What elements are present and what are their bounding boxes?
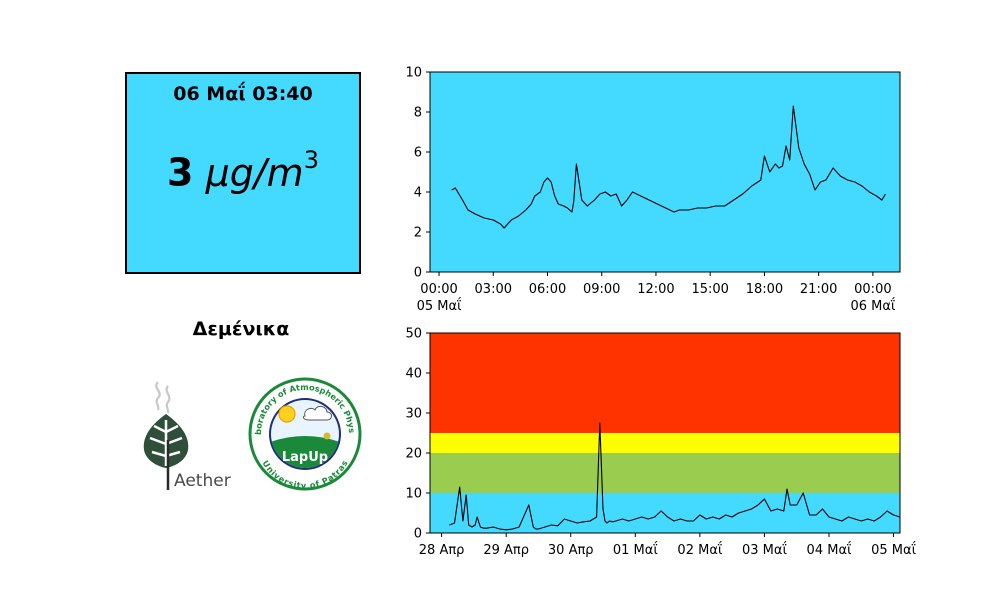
band-2 [430, 433, 900, 453]
x-tick-label-5: 15:00 [691, 282, 728, 297]
y-tick-label-4: 8 [414, 106, 422, 121]
x-tick-label-3: 01 Μαΐ [613, 542, 658, 558]
x-tick-sublabel-8: 06 Μαΐ [850, 298, 895, 314]
x-tick-label-4: 12:00 [637, 282, 674, 297]
aether-logo: Aether [143, 381, 231, 490]
x-tick-label-1: 03:00 [475, 282, 512, 297]
x-tick-label-6: 04 Μαΐ [807, 542, 852, 558]
band-3 [430, 333, 900, 433]
lapup-center-text: LapUp [282, 450, 328, 465]
y-tick-label-2: 20 [405, 447, 422, 462]
x-tick-label-2: 06:00 [529, 282, 566, 297]
series-line-0 [451, 105, 886, 229]
plot-frame [429, 332, 901, 534]
weekly-chart: 0 10 20 30 40 50 28 Απρ 29 Απρ 30 Απρ 01 Μαΐ 02 Μα… [405, 327, 916, 559]
lapup-logo: LapUp Laboratory of Atmospheric Physics … [247, 376, 362, 491]
y-tick-label-0: 0 [414, 266, 422, 281]
y-tick-label-1: 10 [405, 487, 422, 502]
x-tick-label-3: 09:00 [583, 282, 620, 297]
y-tick-label-2: 4 [414, 186, 422, 201]
y-tick-label-4: 40 [405, 367, 422, 382]
reading-number: 3 [167, 150, 194, 195]
band-1 [430, 453, 900, 493]
unit-exponent: 3 [303, 146, 319, 174]
band-0 [430, 493, 900, 533]
plot-frame [429, 71, 901, 273]
x-tick-label-0: 28 Απρ [419, 543, 465, 558]
x-tick-label-1: 29 Απρ [483, 543, 529, 558]
reading-unit: μg/m3 [205, 146, 319, 195]
y-tick-label-0: 0 [414, 527, 422, 542]
y-tick-label-3: 30 [405, 407, 422, 422]
x-tick-label-7: 05 Μαΐ [871, 542, 916, 558]
series-line-0 [449, 422, 901, 531]
station-name: Δεμένικα [192, 318, 290, 340]
sun-icon [278, 405, 296, 423]
aether-logo-text: Aether [174, 471, 231, 490]
plot-background [430, 72, 900, 272]
x-tick-sublabel-0: 05 Μαΐ [417, 298, 462, 314]
x-tick-label-6: 18:00 [746, 282, 783, 297]
y-tick-label-1: 2 [414, 226, 422, 241]
aether-smoke-icon [155, 381, 171, 414]
y-tick-label-5: 50 [405, 327, 422, 342]
x-tick-label-4: 02 Μαΐ [677, 542, 722, 558]
reading-value: 3 μg/m3 [127, 146, 359, 195]
unit-base: μg/m [205, 150, 304, 195]
x-tick-label-8: 00:00 [854, 282, 891, 297]
reading-timestamp: 06 Μαΐ 03:40 [173, 83, 313, 105]
x-tick-label-2: 30 Απρ [548, 543, 594, 558]
x-tick-label-7: 21:00 [800, 282, 837, 297]
y-tick-label-3: 6 [414, 146, 422, 161]
y-tick-label-5: 10 [405, 66, 422, 81]
x-tick-label-0: 00:00 [420, 282, 457, 297]
cloud-icon [302, 405, 332, 421]
current-reading-box: 06 Μαΐ 03:40 3 μg/m3 [125, 72, 361, 274]
x-tick-label-5: 03 Μαΐ [742, 542, 787, 558]
